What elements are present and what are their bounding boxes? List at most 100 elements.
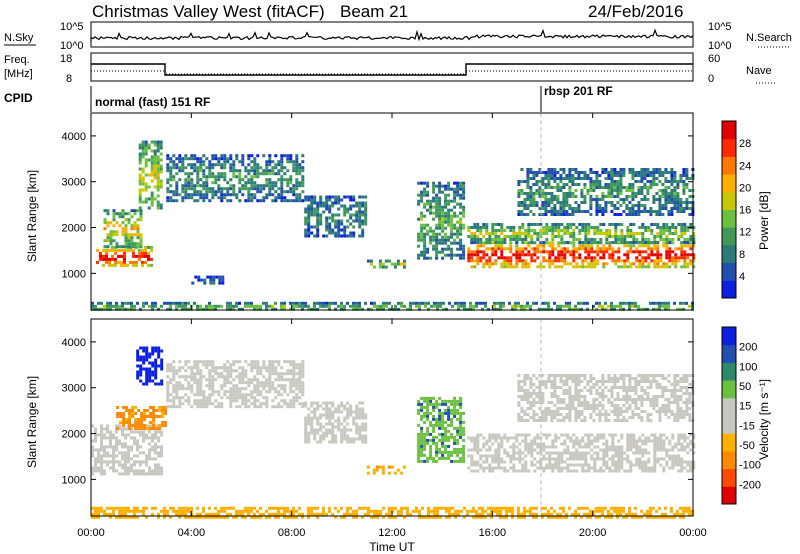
echo-cell	[596, 439, 600, 443]
echo-cell	[572, 433, 576, 437]
echo-cell	[623, 469, 627, 473]
echo-cell	[568, 192, 572, 195]
echo-cell	[571, 213, 575, 216]
echo-cell	[420, 223, 424, 227]
echo-cell	[100, 433, 103, 437]
echo-cell	[298, 163, 302, 167]
echo-cell	[617, 241, 621, 245]
echo-cell	[420, 226, 424, 230]
echo-cell	[686, 463, 690, 467]
echo-cell	[137, 424, 141, 427]
echo-cell	[444, 402, 448, 406]
echo-cell	[164, 412, 168, 415]
echo-cell	[529, 395, 533, 398]
echo-cell	[625, 213, 629, 216]
echo-cell	[512, 265, 516, 269]
echo-cell	[593, 466, 597, 470]
echo-cell	[161, 415, 165, 418]
echo-cell	[533, 457, 537, 461]
echo-cell	[277, 178, 281, 182]
echo-cell	[298, 169, 302, 173]
echo-cell	[423, 244, 427, 248]
echo-cell	[647, 256, 651, 260]
echo-cell	[643, 204, 647, 207]
echo-cell	[545, 436, 549, 440]
echo-cell	[208, 175, 212, 179]
echo-cell	[494, 244, 498, 248]
echo-cell	[542, 445, 546, 449]
echo-cell	[268, 193, 272, 197]
echo-cell	[164, 421, 168, 424]
echo-cell	[427, 301, 430, 305]
echo-cell	[145, 370, 149, 374]
echo-cell	[313, 401, 317, 405]
echo-cell	[518, 448, 522, 452]
echo-cell	[641, 223, 645, 226]
echo-cell	[358, 413, 362, 417]
echo-cell	[150, 191, 154, 195]
echo-cell	[658, 180, 662, 183]
echo-cell	[617, 463, 621, 467]
echo-cell	[586, 189, 590, 192]
echo-cell	[559, 210, 563, 213]
echo-cell	[509, 229, 513, 232]
echo-cell	[459, 435, 463, 439]
echo-cell	[178, 402, 182, 406]
echo-cell	[503, 229, 507, 232]
echo-cell	[190, 181, 194, 185]
echo-cell	[553, 195, 557, 198]
echo-cell	[94, 430, 97, 434]
echo-cell	[512, 463, 516, 467]
echo-cell	[500, 439, 504, 443]
echo-cell	[664, 301, 667, 305]
echo-cell	[632, 433, 636, 437]
echo-cell	[613, 189, 617, 192]
echo-cell	[322, 425, 326, 429]
echo-cell	[637, 201, 641, 204]
echo-cell	[444, 411, 448, 415]
echo-cell	[638, 265, 642, 269]
echo-cell	[569, 469, 573, 473]
echo-cell	[661, 213, 665, 216]
echo-cell	[109, 445, 112, 449]
echo-cell	[127, 433, 130, 437]
echo-cell	[417, 447, 421, 451]
echo-cell	[548, 451, 552, 455]
echo-cell	[115, 448, 118, 452]
echo-cell	[450, 241, 454, 245]
echo-cell	[199, 304, 202, 308]
echo-cell	[325, 431, 329, 435]
echo-cell	[683, 460, 687, 464]
echo-cell	[617, 466, 621, 470]
echo-cell	[605, 463, 609, 467]
echo-cell	[659, 253, 663, 257]
echo-cell	[521, 247, 525, 251]
echo-cell	[349, 304, 352, 308]
echo-cell	[147, 185, 151, 189]
echo-cell	[548, 466, 552, 470]
echo-cell	[539, 223, 543, 226]
echo-cell	[674, 457, 678, 461]
echo-cell	[127, 236, 131, 240]
echo-cell	[208, 387, 212, 391]
echo-cell	[656, 241, 660, 244]
echo-cell	[115, 436, 118, 440]
echo-cell	[223, 187, 227, 191]
echo-cell	[280, 196, 284, 200]
echo-cell	[99, 251, 102, 255]
echo-cell	[554, 247, 558, 251]
echo-cell	[292, 405, 296, 409]
echo-cell	[319, 195, 323, 199]
echo-cell	[607, 304, 610, 308]
echo-cell	[241, 184, 245, 188]
echo-cell	[139, 242, 143, 246]
echo-cell	[565, 195, 569, 198]
echo-cell	[138, 146, 142, 150]
echo-cell	[127, 218, 131, 222]
echo-cell	[319, 219, 323, 223]
echo-cell	[244, 184, 248, 188]
echo-cell	[491, 250, 495, 254]
echo-cell	[674, 232, 678, 235]
echo-cell	[190, 387, 194, 391]
echo-cell	[611, 250, 615, 254]
